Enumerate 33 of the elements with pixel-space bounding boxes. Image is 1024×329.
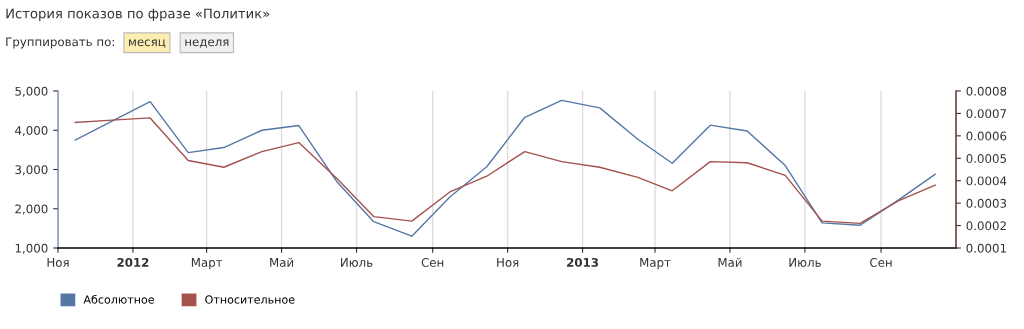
x-tick-label: Сен <box>421 257 444 267</box>
text: месяц <box>129 39 166 48</box>
y2-tick-label: 0.0006 <box>966 131 1007 141</box>
y2-tick-label: 0.0003 <box>966 198 1007 208</box>
y-tick-label: 4,000 <box>15 125 48 137</box>
y2-tick-label: 0.0008 <box>966 86 1007 96</box>
y-tick-label: 3,000 <box>15 165 48 176</box>
y-tick-label: 1,000 <box>15 243 48 254</box>
y-tick-label: 5,000 <box>15 86 48 97</box>
text: неделя <box>185 39 229 48</box>
line-series <box>74 99 936 237</box>
legend-label: Абсолютное <box>83 294 155 304</box>
x-tick-label: 2012 <box>117 257 149 267</box>
x-tick-label: Май <box>270 257 294 267</box>
y2-tick-label: 0.0005 <box>966 154 1006 163</box>
x-tick-label: Март <box>191 258 223 270</box>
text: Группировать по: <box>6 37 114 49</box>
x-tick-label: Ноя <box>497 258 519 267</box>
y2-tick-label: 0.0004 <box>966 176 1007 186</box>
legend-label: Относительное <box>205 295 295 304</box>
x-tick-label: Май <box>718 257 742 267</box>
line-series <box>74 117 936 225</box>
x-tick-label: Июль <box>789 258 821 267</box>
y2-tick-label: 0.0001 <box>966 243 1006 253</box>
x-tick-label: 2013 <box>567 257 599 267</box>
x-tick-label: Июль <box>341 258 373 267</box>
x-tick-label: Сен <box>870 257 892 267</box>
x-tick-label: Март <box>640 258 671 270</box>
x-tick-label: Ноя <box>47 258 69 267</box>
y-tick-label: 2,000 <box>15 204 48 215</box>
chart-title: История показов по фразе «Политик» <box>6 8 270 21</box>
y2-tick-label: 0.0002 <box>966 221 1006 231</box>
y2-tick-label: 0.0007 <box>966 109 1007 119</box>
